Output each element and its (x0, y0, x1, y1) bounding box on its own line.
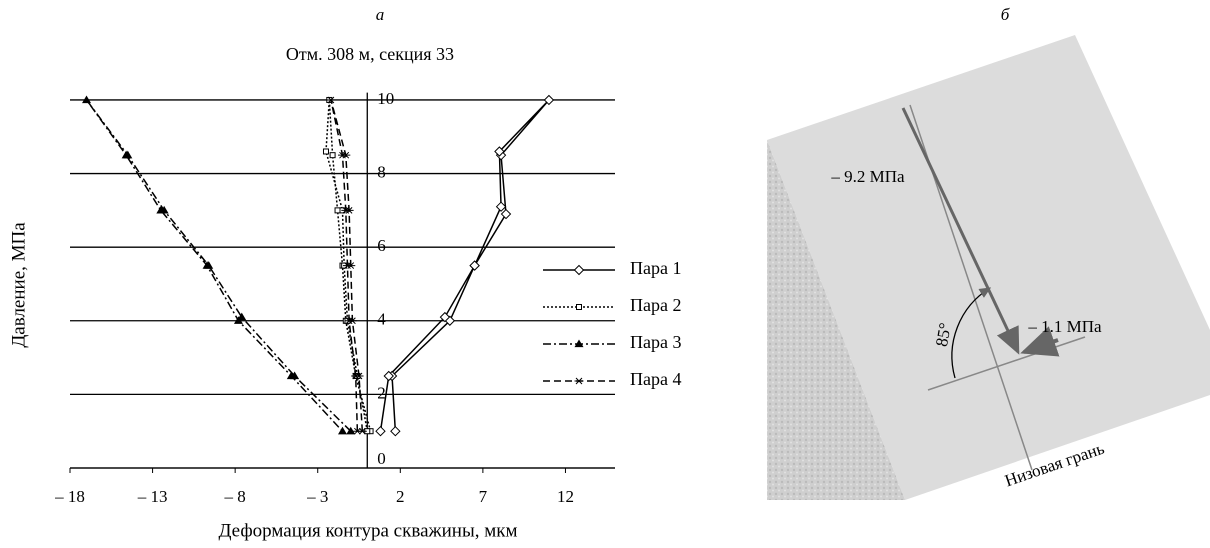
point (497, 202, 506, 211)
panel-label: а (376, 5, 385, 24)
point (330, 153, 335, 158)
point (338, 427, 347, 435)
point (391, 427, 400, 436)
series-line (380, 100, 548, 431)
x-tick-label: – 13 (137, 487, 168, 506)
point (335, 208, 340, 213)
point (470, 261, 479, 270)
legend-label: Пара 2 (630, 295, 681, 315)
y-tick-label: 0 (377, 449, 386, 468)
legend-label: Пара 4 (630, 369, 681, 389)
series-line (87, 100, 351, 431)
point (502, 210, 511, 219)
point (323, 149, 328, 154)
figure: а Отм. 308 м, секция 33 Деформация конту… (0, 0, 1210, 548)
y-axis-label: Давление, МПа (8, 222, 29, 348)
stress-label: – 9.2 МПа (830, 167, 905, 186)
legend-marker (577, 305, 582, 310)
x-tick-label: 12 (557, 487, 574, 506)
y-tick-label: 4 (377, 310, 386, 329)
y-tick-label: 8 (377, 162, 386, 181)
panel-label: б (1001, 5, 1010, 24)
x-tick-label: – 3 (306, 487, 328, 506)
legend-label: Пара 3 (630, 332, 681, 352)
x-tick-label: – 8 (224, 487, 246, 506)
chart-title: Отм. 308 м, секция 33 (286, 44, 454, 64)
x-axis-label: Деформация контура скважины, мкм (218, 520, 517, 541)
x-tick-label: 7 (479, 487, 488, 506)
legend-label: Пара 1 (630, 258, 681, 278)
y-tick-label: 6 (377, 236, 386, 255)
point (82, 95, 91, 103)
y-tick-label: 10 (377, 89, 394, 108)
diagram-b: б – 9.2 МПа – 1.1 МПа 85° Низовая грань (767, 5, 1210, 500)
x-tick-label: – 18 (54, 487, 85, 506)
point (376, 427, 385, 436)
stress-label: – 1.1 МПа (1027, 317, 1102, 336)
legend-marker (575, 378, 584, 384)
x-tick-label: 2 (396, 487, 405, 506)
legend-marker (575, 266, 584, 275)
chart-a: а Отм. 308 м, секция 33 Деформация конту… (8, 5, 681, 541)
